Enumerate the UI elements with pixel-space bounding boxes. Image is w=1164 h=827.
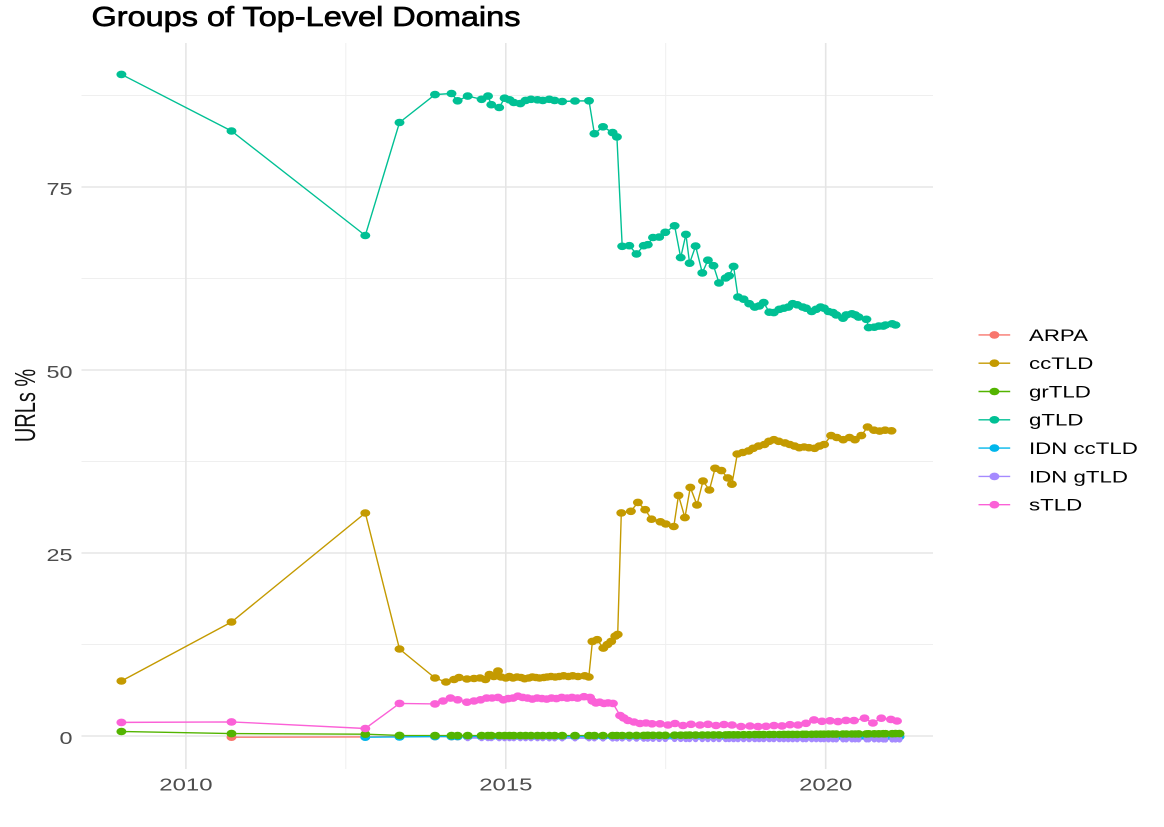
- svg-text:2020: 2020: [799, 775, 852, 795]
- svg-text:2015: 2015: [479, 775, 532, 795]
- svg-text:sTLD: sTLD: [1029, 496, 1082, 515]
- svg-text:gTLD: gTLD: [1029, 411, 1083, 430]
- svg-text:ccTLD: ccTLD: [1029, 355, 1093, 374]
- svg-text:URLs %: URLs %: [9, 369, 42, 442]
- svg-text:50: 50: [46, 363, 72, 383]
- svg-text:ARPA: ARPA: [1029, 326, 1089, 345]
- svg-text:0: 0: [59, 729, 72, 749]
- svg-text:75: 75: [46, 180, 72, 200]
- svg-text:IDN gTLD: IDN gTLD: [1029, 468, 1128, 487]
- svg-text:25: 25: [46, 546, 72, 566]
- svg-text:2010: 2010: [159, 775, 212, 795]
- svg-text:Groups of Top-Level Domains: Groups of Top-Level Domains: [92, 2, 521, 32]
- svg-text:IDN ccTLD: IDN ccTLD: [1029, 439, 1138, 458]
- svg-text:grTLD: grTLD: [1029, 383, 1091, 402]
